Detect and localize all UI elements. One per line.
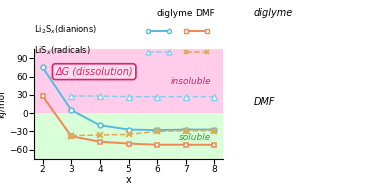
Y-axis label: kJ/mol: kJ/mol xyxy=(0,90,6,118)
Text: LiS$_x$(radicals): LiS$_x$(radicals) xyxy=(34,45,91,57)
X-axis label: x: x xyxy=(125,175,132,185)
Text: insoluble: insoluble xyxy=(171,77,212,86)
Bar xyxy=(34,49,223,113)
Text: soluble: soluble xyxy=(179,133,212,142)
Text: ΔG (dissolution): ΔG (dissolution) xyxy=(55,67,133,77)
Text: Li$_2$S$_x$(dianions): Li$_2$S$_x$(dianions) xyxy=(34,24,97,36)
Text: DMF: DMF xyxy=(195,9,214,18)
Text: diglyme: diglyme xyxy=(253,8,293,18)
Text: DMF: DMF xyxy=(253,97,275,107)
Bar xyxy=(34,113,223,159)
Text: diglyme: diglyme xyxy=(157,9,194,18)
